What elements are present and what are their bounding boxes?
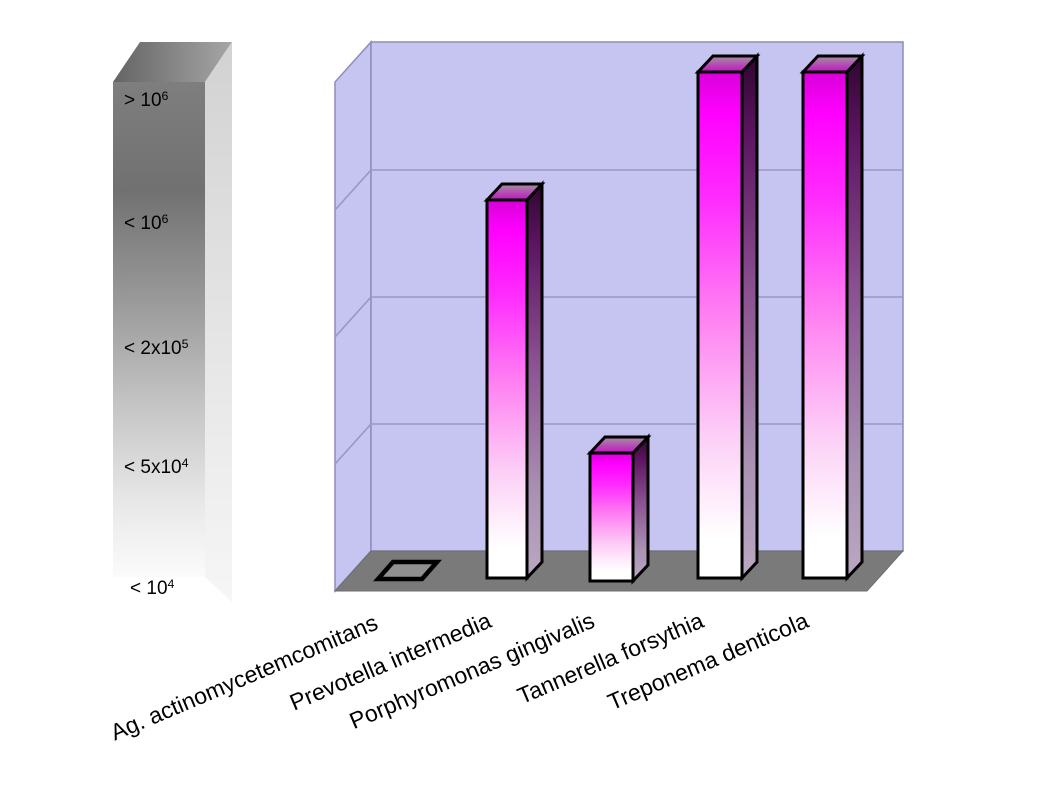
bar-ag-actinomycetemcomitans-zero	[373, 559, 442, 582]
legend-label-base: < 10	[124, 213, 162, 234]
legend-label-exponent: 5	[181, 337, 189, 352]
legend-label-base: < 2x10	[124, 338, 182, 359]
legend-bar-side-face	[205, 42, 232, 602]
legend-label-exponent: 6	[161, 212, 169, 227]
legend-label-lt-5x10e4: < 5x104	[124, 456, 189, 478]
legend-label-lt-10e6: < 106	[124, 212, 169, 234]
bar-porphyromonas-gingivalis	[586, 433, 652, 585]
legend-label-base: > 10	[124, 90, 162, 111]
bars	[373, 52, 866, 585]
bar-front-face	[485, 198, 529, 580]
legend-label-exponent: 4	[181, 456, 189, 471]
legend-label-base: < 10	[130, 578, 168, 599]
bar-front-face	[588, 451, 635, 583]
bar-tannerella-forsythia	[694, 52, 761, 582]
legend-bar-top-face	[113, 42, 232, 82]
legend-label-gt-10e6: > 106	[124, 89, 169, 111]
legend-bar-front-face	[113, 82, 205, 577]
legend-label-base: < 5x10	[124, 457, 182, 478]
bar-side-face	[740, 52, 759, 582]
bar-front-face	[801, 70, 849, 580]
bar-front-face	[696, 70, 744, 580]
legend-label-lt-10e4: < 104	[130, 577, 175, 599]
bar-treponema-denticola	[799, 52, 866, 582]
bar-side-face	[525, 180, 544, 582]
gridline-5x10e4-leftwall	[334, 423, 372, 465]
legend-label-lt-2x10e5: < 2x105	[124, 337, 189, 359]
gridline-10e6-leftwall	[334, 169, 372, 211]
bar-side-face	[631, 433, 650, 585]
legend-label-exponent: 6	[161, 89, 169, 104]
quantity-scale-legend-bar	[113, 42, 232, 602]
bar-side-face	[845, 52, 864, 582]
gridline-2x10e5-leftwall	[334, 296, 372, 338]
legend-label-exponent: 4	[167, 577, 175, 592]
bar-prevotella-intermedia	[483, 180, 546, 582]
